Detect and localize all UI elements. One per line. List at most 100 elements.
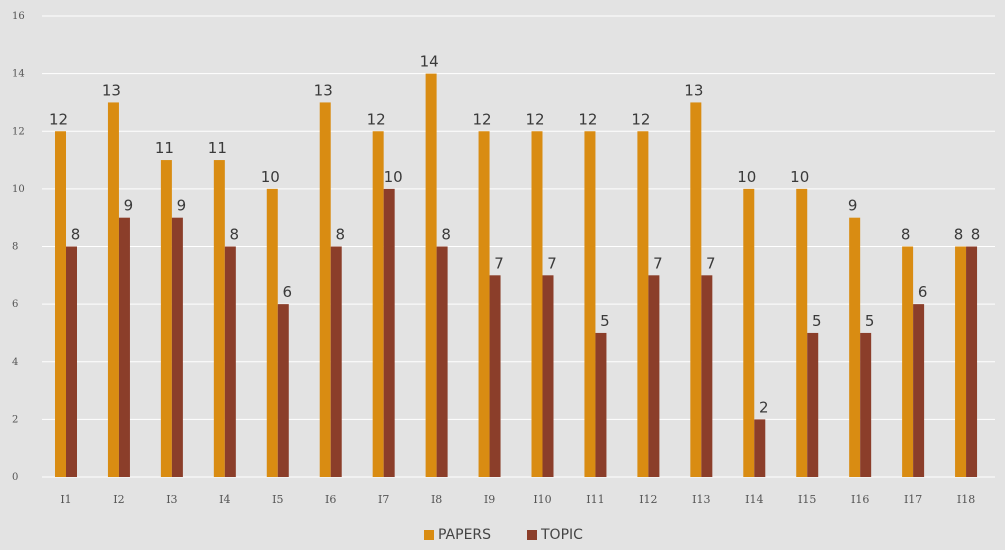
x-tick-label: I3 bbox=[166, 493, 177, 506]
data-label-topic-i15: 5 bbox=[812, 312, 822, 330]
bar-topic-i14 bbox=[754, 419, 766, 477]
x-axis-tick-labels: I1 I2 I3 I4 I5 I6 I7 I8 I9 I10 I11 I12 I13 I14 I15 I16 I… bbox=[60, 493, 975, 506]
y-tick-label: 8 bbox=[12, 242, 18, 253]
data-label-papers-i2: 13 bbox=[102, 81, 121, 99]
data-label-papers-i5: 10 bbox=[261, 168, 280, 186]
bar-topic-i11 bbox=[595, 332, 607, 477]
x-tick-label: I6 bbox=[325, 493, 336, 506]
data-label-topic-i18: 8 bbox=[971, 226, 981, 244]
bar-topic-i2 bbox=[118, 217, 130, 477]
bar-papers-i4 bbox=[213, 160, 225, 477]
bar-papers-i11 bbox=[584, 131, 596, 477]
y-tick-label: 2 bbox=[12, 414, 18, 425]
bar-papers-i7 bbox=[372, 131, 384, 477]
data-label-papers-i10: 12 bbox=[525, 110, 544, 128]
data-label-topic-i5: 6 bbox=[283, 283, 293, 301]
y-tick-label: 16 bbox=[12, 11, 25, 22]
bar-topic-i15 bbox=[807, 332, 819, 477]
data-labels: 12 8 13 9 11 9 11 8 10 6 13 8 12 10 14 8 12 7 12 7 12 5 12 7 13 7… bbox=[49, 53, 980, 417]
x-tick-label: I14 bbox=[745, 493, 763, 506]
bar-topic-i5 bbox=[277, 304, 289, 477]
data-label-papers-i4: 11 bbox=[208, 139, 227, 157]
data-label-papers-i17: 8 bbox=[901, 226, 911, 244]
bar-papers-i9 bbox=[478, 131, 490, 477]
x-tick-label: I15 bbox=[798, 493, 816, 506]
data-label-topic-i3: 9 bbox=[177, 197, 187, 215]
bar-papers-i16 bbox=[849, 217, 861, 477]
bar-topic-i13 bbox=[701, 275, 713, 477]
y-tick-label: 6 bbox=[12, 299, 18, 310]
y-tick-label: 4 bbox=[12, 357, 18, 368]
x-tick-label: I18 bbox=[957, 493, 975, 506]
bar-topic-i7 bbox=[383, 188, 395, 477]
data-label-papers-i6: 13 bbox=[314, 81, 333, 99]
y-tick-label: 12 bbox=[12, 126, 25, 137]
bar-topic-i16 bbox=[860, 332, 872, 477]
x-tick-label: I11 bbox=[586, 493, 604, 506]
bar-topic-i4 bbox=[224, 246, 236, 477]
data-label-papers-i1: 12 bbox=[49, 110, 68, 128]
data-label-papers-i9: 12 bbox=[473, 110, 492, 128]
data-label-topic-i7: 10 bbox=[384, 168, 403, 186]
bar-papers-i12 bbox=[637, 131, 649, 477]
bar-papers-i15 bbox=[796, 188, 808, 477]
legend-label-topic: TOPIC bbox=[540, 527, 583, 543]
data-label-topic-i16: 5 bbox=[865, 312, 875, 330]
data-label-topic-i14: 2 bbox=[759, 398, 769, 416]
data-label-topic-i12: 7 bbox=[653, 254, 663, 272]
x-tick-label: I9 bbox=[484, 493, 495, 506]
x-tick-label: I1 bbox=[60, 493, 71, 506]
bar-papers-i18 bbox=[955, 246, 967, 477]
bar-papers-i14 bbox=[743, 188, 755, 477]
y-tick-label: 14 bbox=[12, 69, 25, 80]
bars bbox=[55, 73, 978, 477]
data-label-topic-i17: 6 bbox=[918, 283, 928, 301]
x-tick-label: I10 bbox=[533, 493, 551, 506]
bar-topic-i3 bbox=[171, 217, 183, 477]
bar-topic-i1 bbox=[66, 246, 77, 477]
bar-papers-i10 bbox=[531, 131, 543, 477]
data-label-papers-i3: 11 bbox=[155, 139, 174, 157]
gridlines bbox=[42, 15, 995, 478]
data-label-papers-i16: 9 bbox=[848, 197, 858, 215]
x-tick-label: I8 bbox=[431, 493, 442, 506]
bar-topic-i6 bbox=[330, 246, 342, 477]
legend-swatch-papers bbox=[424, 530, 434, 540]
data-label-papers-i7: 12 bbox=[367, 110, 386, 128]
x-tick-label: I5 bbox=[272, 493, 283, 506]
bar-papers-i5 bbox=[266, 188, 278, 477]
bar-papers-i8 bbox=[425, 73, 437, 477]
data-label-papers-i12: 12 bbox=[631, 110, 650, 128]
bar-papers-i2 bbox=[107, 102, 119, 477]
data-label-topic-i2: 9 bbox=[124, 197, 134, 215]
bar-topic-i12 bbox=[648, 275, 660, 477]
bar-topic-i10 bbox=[542, 275, 554, 477]
bar-topic-i18 bbox=[966, 246, 978, 477]
data-label-papers-i13: 13 bbox=[684, 81, 703, 99]
bar-papers-i3 bbox=[160, 160, 172, 477]
data-label-papers-i15: 10 bbox=[790, 168, 809, 186]
data-label-papers-i11: 12 bbox=[578, 110, 597, 128]
data-label-topic-i6: 8 bbox=[335, 226, 345, 244]
data-label-papers-i8: 14 bbox=[420, 53, 439, 71]
data-label-topic-i4: 8 bbox=[230, 226, 240, 244]
y-tick-label: 10 bbox=[12, 184, 25, 195]
data-label-topic-i10: 7 bbox=[547, 254, 557, 272]
legend-label-papers: PAPERS bbox=[438, 527, 491, 543]
bar-papers-i1 bbox=[55, 131, 66, 477]
bar-papers-i6 bbox=[319, 102, 331, 477]
x-tick-label: I12 bbox=[639, 493, 657, 506]
legend: PAPERS TOPIC bbox=[424, 527, 583, 543]
data-label-topic-i13: 7 bbox=[706, 254, 716, 272]
data-label-papers-i14: 10 bbox=[737, 168, 756, 186]
bar-topic-i9 bbox=[489, 275, 501, 477]
x-tick-label: I16 bbox=[851, 493, 869, 506]
data-label-topic-i11: 5 bbox=[600, 312, 610, 330]
x-tick-label: I2 bbox=[113, 493, 124, 506]
x-tick-label: I13 bbox=[692, 493, 710, 506]
data-label-topic-i9: 7 bbox=[494, 254, 504, 272]
x-tick-label: I7 bbox=[378, 493, 389, 506]
x-tick-label: I17 bbox=[904, 493, 922, 506]
data-label-papers-i18: 8 bbox=[954, 226, 964, 244]
